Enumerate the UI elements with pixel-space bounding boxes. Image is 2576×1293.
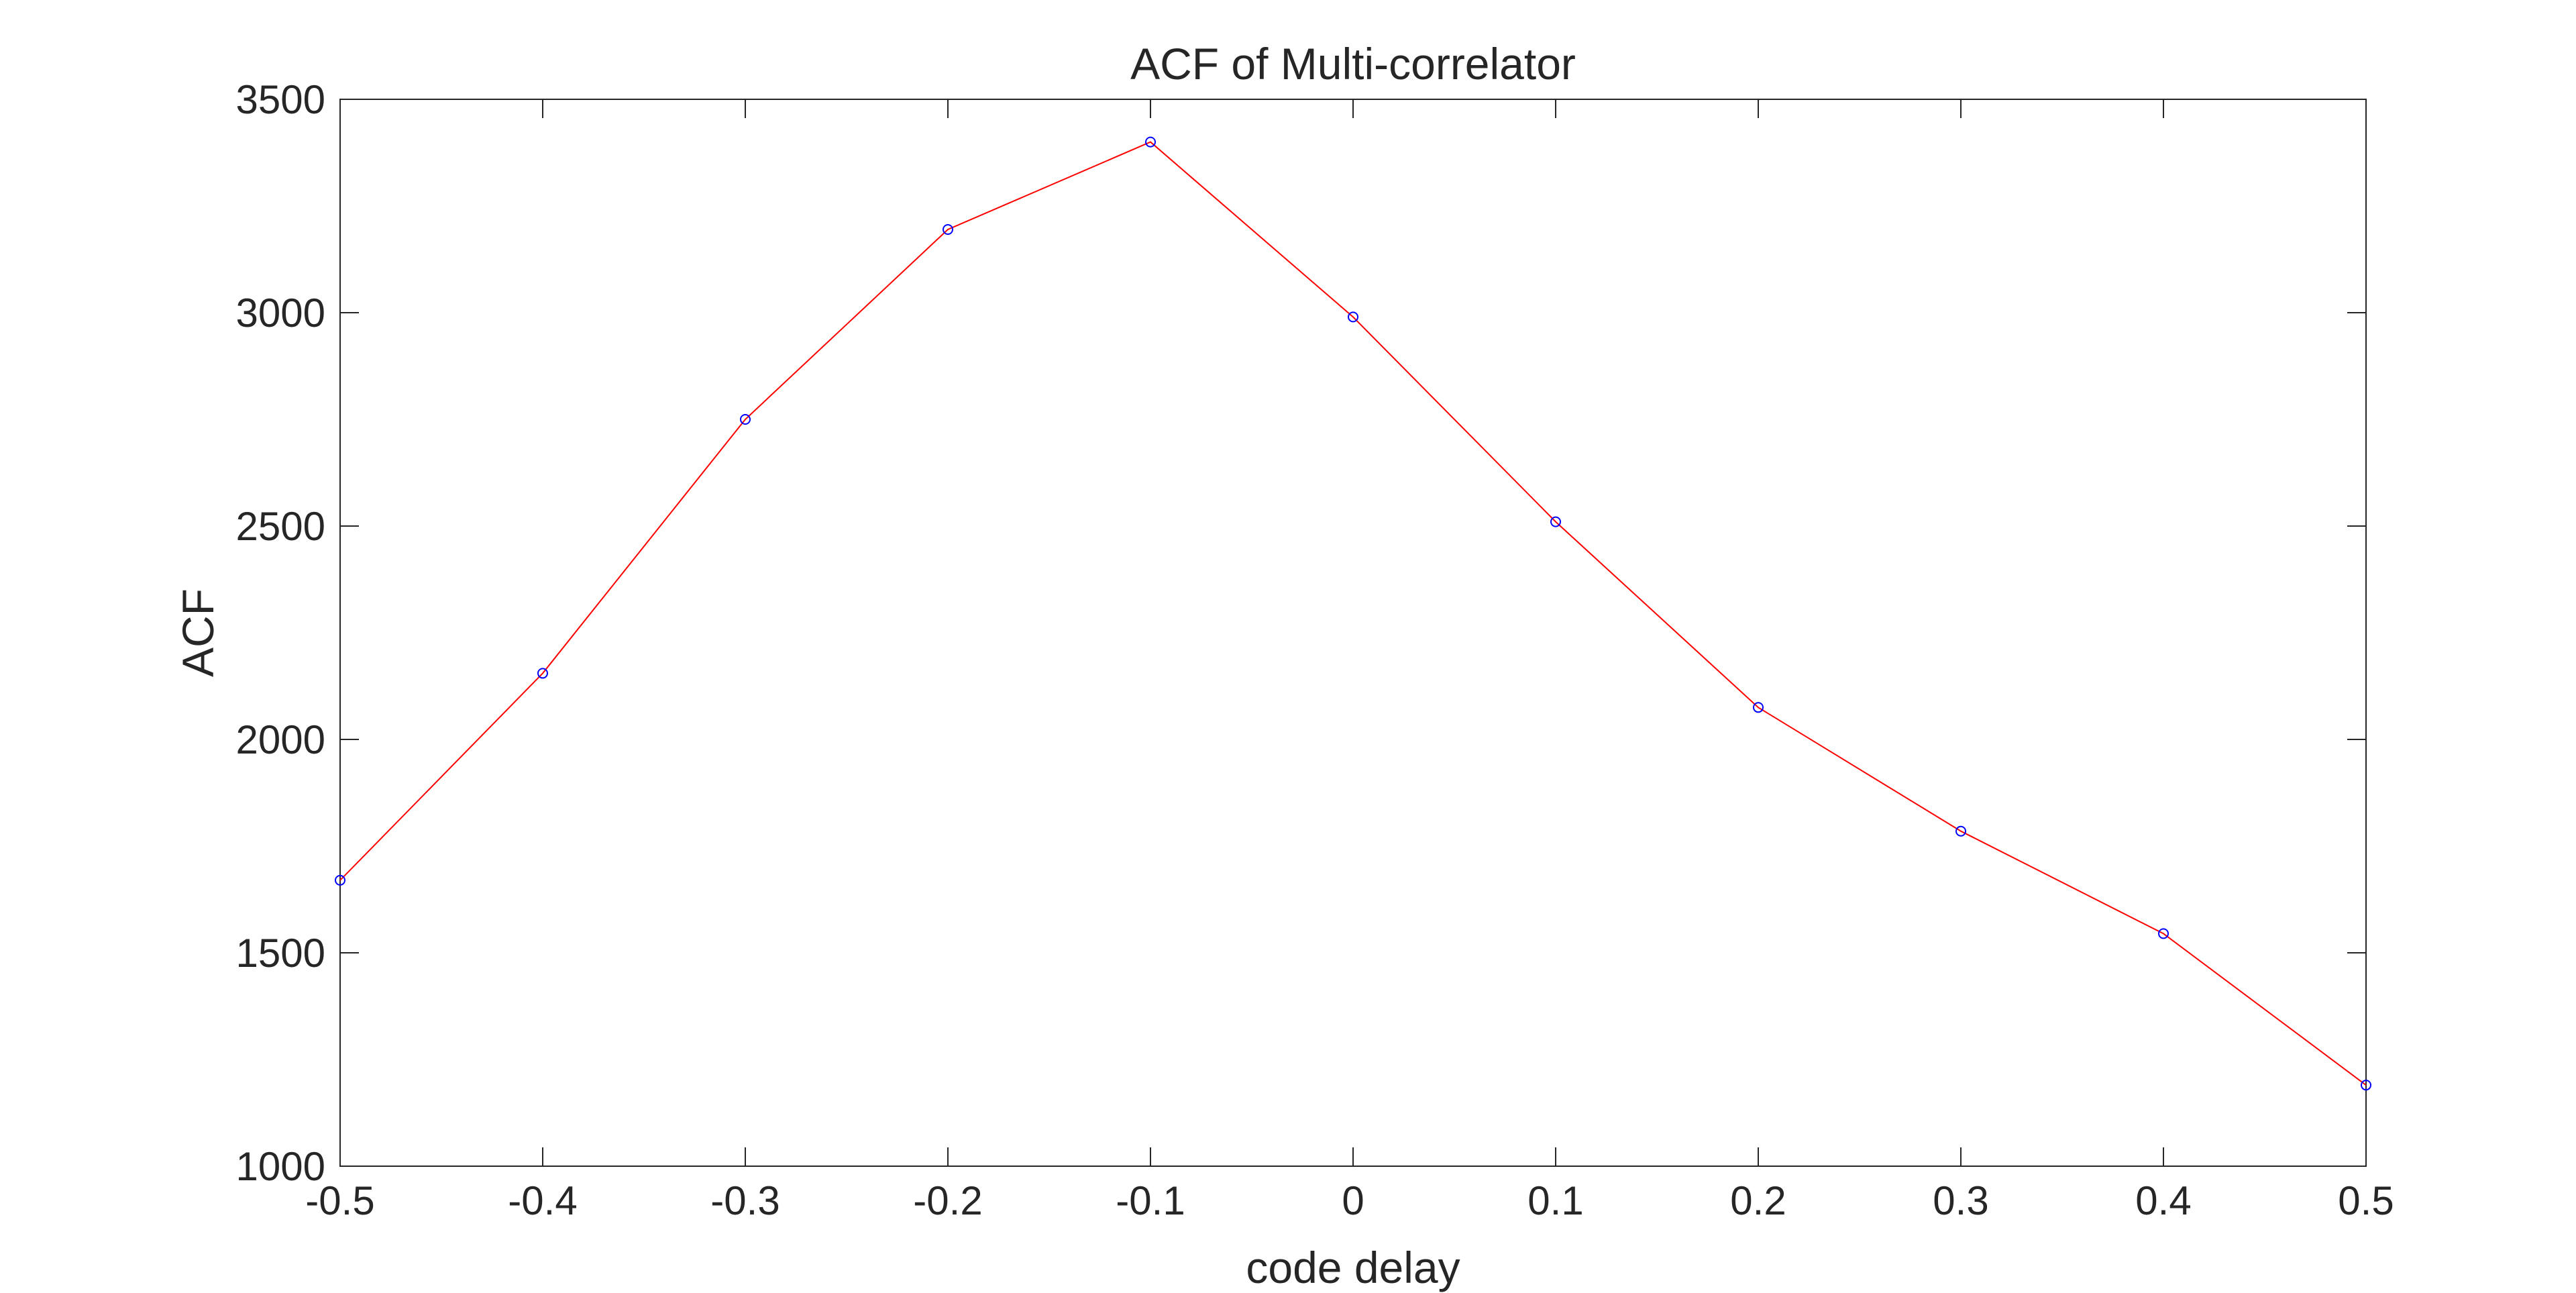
y-tick-label: 1500 — [236, 931, 325, 976]
y-tick-label: 1000 — [236, 1144, 325, 1189]
acf-data-point — [943, 223, 953, 235]
acf-series-line — [339, 141, 2367, 1086]
x-axis-title: code delay — [1246, 1243, 1460, 1292]
acf-data-point — [1348, 311, 1358, 323]
y-axis-title: ACF — [173, 588, 223, 677]
chart-title: ACF of Multi-correlator — [1130, 39, 1576, 89]
axes-box — [339, 99, 2367, 1167]
x-tick-label: 0.3 — [1933, 1178, 1988, 1223]
acf-data-point — [1550, 516, 1561, 527]
x-tick-label: -0.1 — [1116, 1178, 1185, 1223]
acf-data-point — [537, 668, 548, 679]
x-tick-label: -0.3 — [710, 1178, 780, 1223]
y-tick-label: 3500 — [236, 77, 325, 122]
y-axis-ticks: 1000 1500 2000 2500 3000 3500 — [236, 77, 2366, 1189]
y-tick-label: 2000 — [236, 717, 325, 762]
acf-data-point — [2361, 1080, 2371, 1091]
series-layer — [335, 136, 2371, 1091]
x-tick-label: 0.5 — [2338, 1178, 2394, 1223]
acf-data-point — [335, 874, 345, 886]
y-tick-label: 2500 — [236, 504, 325, 549]
x-tick-label: -0.4 — [508, 1178, 577, 1223]
acf-data-point — [1145, 136, 1156, 148]
x-axis-ticks: -0.5 -0.4 -0.3 -0.2 -0.1 0 0.1 0.2 0.3 0.4 0.5 — [305, 99, 2394, 1223]
acf-data-point — [1753, 702, 1764, 713]
x-tick-label: -0.5 — [305, 1178, 374, 1223]
y-tick-label: 3000 — [236, 291, 325, 335]
x-tick-label: 0.2 — [1730, 1178, 1786, 1223]
plot-area: -0.5 -0.4 -0.3 -0.2 -0.1 0 0.1 0.2 0.3 0.4 0.5 100… — [236, 77, 2394, 1223]
x-tick-label: -0.2 — [913, 1178, 982, 1223]
acf-data-point — [1955, 825, 1966, 837]
x-tick-label: 0.1 — [1527, 1178, 1583, 1223]
acf-data-point — [740, 414, 751, 425]
x-tick-label: 0 — [1342, 1178, 1364, 1223]
x-tick-label: 0.4 — [2135, 1178, 2191, 1223]
acf-data-point — [2158, 928, 2169, 939]
